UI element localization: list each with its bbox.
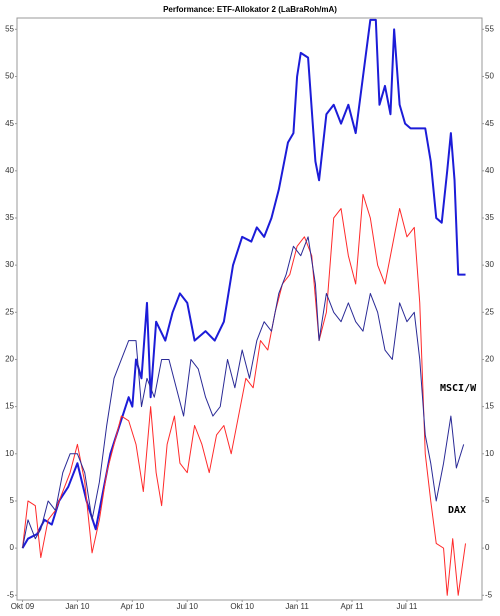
- x-tick-label: Apr 11: [341, 602, 365, 611]
- x-tick-label: Okt 09: [11, 602, 35, 611]
- y-tick-label: 50: [5, 72, 14, 81]
- chart-title: Performance: ETF-Allokator 2 (LaBraRoh/m…: [163, 5, 337, 14]
- y-tick-label: 25: [5, 307, 14, 316]
- line-series: [21, 18, 466, 549]
- y-tick-label: 15: [5, 402, 14, 411]
- line-series: [22, 236, 465, 549]
- line-series: [21, 193, 467, 596]
- y2-tick-label: 20: [485, 355, 494, 364]
- x-tick-label: Jul 10: [177, 602, 199, 611]
- y-tick-label: 45: [5, 119, 14, 128]
- x-tick-label: Jan 10: [65, 602, 90, 611]
- y-tick-label: 55: [5, 24, 14, 33]
- y2-tick-label: 40: [485, 166, 494, 175]
- x-tick-label: Jul 11: [397, 602, 418, 611]
- y-tick-label: 0: [10, 543, 15, 552]
- y2-tick-label: 0: [485, 543, 490, 552]
- plot-area: [16, 17, 483, 601]
- x-tick-label: Apr 10: [121, 602, 145, 611]
- x-tick-label: Jan 11: [285, 602, 309, 611]
- y2-tick-label: 5: [485, 496, 490, 505]
- y-tick-label: 40: [5, 166, 14, 175]
- y2-tick-label: 30: [485, 260, 494, 269]
- series-label: DAX: [448, 505, 466, 516]
- y2-tick-label: 10: [485, 449, 494, 458]
- y2-tick-label: 35: [485, 213, 494, 222]
- y-tick-label: 5: [10, 496, 15, 505]
- y2-tick-label: 55: [485, 24, 494, 33]
- y2-tick-label: -5: [485, 590, 493, 599]
- series-label: MSCI/W: [440, 383, 477, 394]
- y-tick-label: 35: [5, 213, 14, 222]
- y-tick-label: 10: [5, 449, 14, 458]
- y2-tick-label: 25: [485, 307, 494, 316]
- y-tick-label: 30: [5, 260, 14, 269]
- x-tick-label: Okt 10: [230, 602, 254, 611]
- y-tick-label: -5: [7, 590, 15, 599]
- y2-tick-label: 50: [485, 72, 494, 81]
- y-tick-label: 20: [5, 355, 14, 364]
- y2-tick-label: 45: [485, 119, 494, 128]
- y2-tick-label: 15: [485, 402, 494, 411]
